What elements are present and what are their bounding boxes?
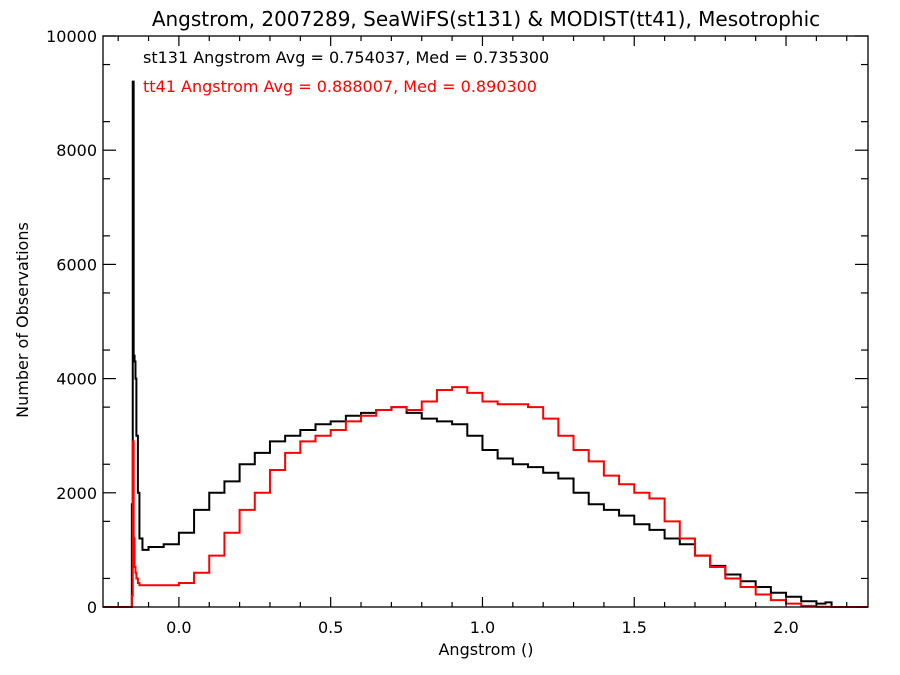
x-tick-label: 0.5 [318, 618, 343, 637]
y-tick-label: 10000 [46, 27, 97, 46]
plot-content [103, 80, 868, 608]
plot-frame [102, 35, 869, 608]
y-tick-label: 6000 [56, 255, 97, 274]
chart-title: Angstrom, 2007289, SeaWiFS(st131) & MODI… [152, 7, 820, 31]
x-tick-label: 1.0 [470, 618, 495, 637]
annotation-tt41: tt41 Angstrom Avg = 0.888007, Med = 0.89… [143, 77, 537, 96]
x-axis-label: Angstrom () [438, 640, 533, 659]
x-tick-label: 1.5 [622, 618, 647, 637]
y-tick-label: 0 [87, 598, 97, 617]
x-tick-label: 0.0 [166, 618, 191, 637]
series-line-1 [103, 386, 868, 608]
y-axis-label: Number of Observations [13, 222, 32, 418]
y-tick-label: 2000 [56, 484, 97, 503]
series-line-0 [103, 80, 868, 608]
annotation-st131: st131 Angstrom Avg = 0.754037, Med = 0.7… [143, 48, 549, 67]
axis-ticks: 0.0 0.5 1.0 1.5 2.0 0 2000 4000 6000 8000 10000 [46, 27, 868, 637]
y-tick-label: 4000 [56, 370, 97, 389]
x-tick-label: 2.0 [773, 618, 798, 637]
y-tick-label: 8000 [56, 141, 97, 160]
